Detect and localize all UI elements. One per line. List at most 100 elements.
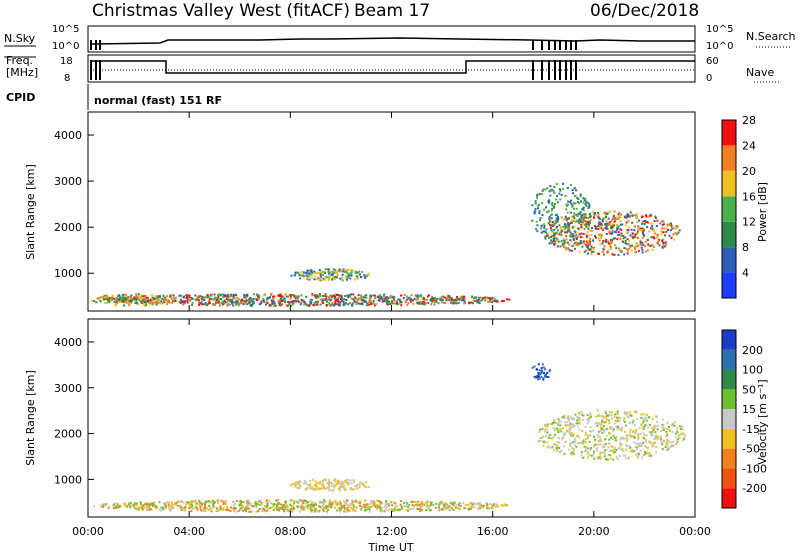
velocity-cell [547, 445, 550, 448]
power-cell [611, 229, 614, 232]
velocity-cell [306, 484, 309, 487]
velocity-cell [332, 501, 335, 504]
power-cell [441, 301, 443, 304]
velocity-cell [600, 440, 603, 443]
velocity-cell [346, 499, 349, 502]
velocity-cell [596, 446, 599, 449]
velocity-cell [338, 488, 340, 490]
velocity-cell [559, 424, 562, 427]
velocity-cell [651, 445, 654, 448]
power-cell [329, 294, 332, 297]
power-cell [555, 219, 558, 222]
velocity-cell [305, 487, 308, 490]
velocity-cell [243, 507, 246, 510]
power-cell [289, 297, 292, 300]
power-cell [188, 294, 191, 297]
power-cell [651, 244, 654, 247]
velocity-cell [602, 451, 605, 454]
velocity-cell [225, 505, 228, 508]
power-cell [601, 229, 604, 232]
velocity-cell [407, 506, 409, 508]
velocity-cell [123, 502, 126, 505]
velocity-cell [624, 454, 627, 457]
velocity-cell [558, 447, 561, 449]
velocity-cell [190, 506, 193, 509]
velocity-cell [239, 503, 242, 506]
power-cell [587, 227, 590, 230]
power-colorbar-swatch [722, 120, 736, 146]
velocity-cell [266, 505, 269, 508]
power-cell [243, 296, 246, 299]
velocity-cell [665, 441, 668, 444]
velocity-cell [330, 502, 333, 505]
power-cell [160, 300, 163, 303]
velocity-cell [303, 481, 306, 484]
velocity-cell [660, 430, 662, 433]
power-cell [118, 301, 121, 303]
velocity-cell [195, 506, 198, 509]
velocity-cell [286, 506, 289, 509]
power-cell [365, 294, 368, 297]
velocity-cell [587, 420, 590, 422]
velocity-cell [216, 501, 219, 504]
power-cell [382, 295, 385, 297]
power-cell [245, 300, 248, 303]
power-ytick-label: 4000 [54, 129, 82, 142]
power-cell [592, 239, 595, 242]
power-cell [336, 276, 339, 279]
velocity-cell [294, 483, 297, 486]
velocity-cell [538, 431, 541, 434]
velocity-cell [324, 506, 327, 508]
power-cell [309, 302, 312, 305]
power-ytick-label: 2000 [54, 221, 82, 234]
nave-tick-high: 60 [706, 56, 719, 67]
velocity-cell [303, 482, 306, 485]
velocity-cell [663, 440, 665, 443]
power-cell [641, 236, 644, 239]
power-cell [588, 234, 591, 237]
power-cell [628, 247, 631, 250]
power-cell [127, 295, 130, 298]
velocity-cell [147, 508, 150, 511]
power-cell [381, 297, 384, 300]
velocity-cell [180, 509, 183, 512]
velocity-cell [138, 508, 140, 511]
velocity-cell [292, 508, 295, 510]
power-cell [558, 224, 561, 227]
power-cell [416, 301, 419, 304]
velocity-cell [361, 506, 364, 509]
velocity-cell [559, 420, 562, 423]
velocity-cell [368, 508, 371, 511]
power-cell [344, 275, 347, 278]
velocity-cell [672, 440, 675, 443]
velocity-cell [329, 499, 331, 502]
velocity-cell [587, 434, 589, 437]
power-cell [191, 298, 194, 300]
power-cell [144, 297, 147, 300]
velocity-cell [395, 504, 398, 507]
power-cell [180, 301, 183, 304]
power-cell [272, 295, 275, 298]
velocity-cell [551, 421, 554, 424]
power-cell [107, 299, 110, 302]
power-cell [309, 298, 312, 301]
power-cell [578, 250, 581, 253]
velocity-colorbar-tick: 200 [742, 344, 763, 357]
power-cell [235, 300, 237, 303]
velocity-cell [587, 447, 590, 450]
velocity-cell [116, 505, 118, 508]
power-cell [575, 220, 578, 223]
power-cell [117, 295, 120, 297]
velocity-cell [210, 510, 213, 513]
velocity-cell [609, 426, 612, 429]
power-cell [634, 247, 637, 250]
power-cell [536, 194, 539, 197]
power-cell [617, 253, 620, 256]
power-cell [125, 300, 128, 303]
power-cell [330, 303, 333, 306]
velocity-cell [188, 503, 191, 506]
power-cell [605, 233, 608, 235]
power-cell [410, 300, 412, 303]
nsky-tick-low: 10^0 [52, 41, 79, 52]
power-cell [624, 216, 626, 219]
